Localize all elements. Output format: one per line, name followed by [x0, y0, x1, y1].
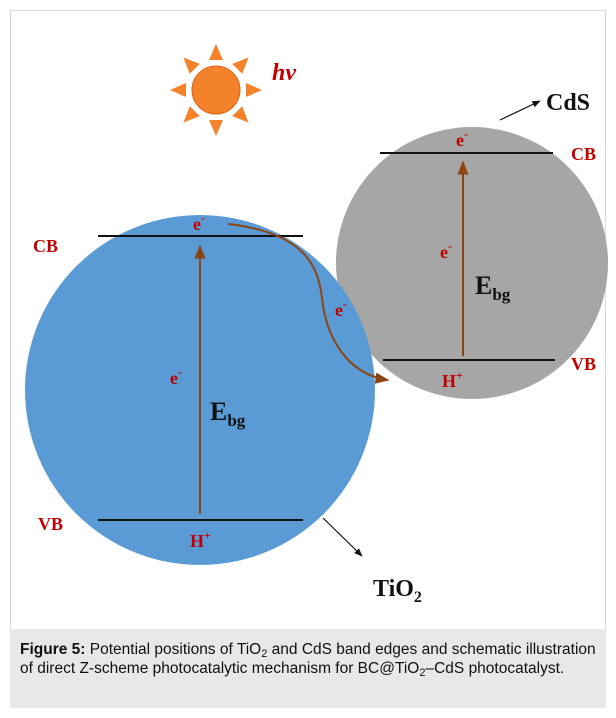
cds-bandgap-label: Ebg [475, 271, 511, 304]
cds-mid-electron: e- [440, 239, 452, 262]
tio2-vb-label: VB [38, 514, 63, 534]
caption-text-1: Potential positions of TiO [85, 641, 262, 658]
cds-cb-label: CB [571, 144, 596, 164]
caption-sub-1: 2 [261, 648, 268, 660]
tio2-mid-electron: e- [170, 365, 182, 388]
tio2-pointer-arrow [322, 517, 363, 557]
tio2-vb-hole: H+ [190, 528, 211, 551]
cds-cb-electron: e- [456, 127, 468, 150]
tio2-cb-label: CB [33, 236, 58, 256]
transfer-electron: e- [335, 297, 347, 320]
band-diagram: hv CB VB CB VB CdS TiO2 e- e- H+ e- Ebg … [25, 44, 608, 606]
tio2-cb-electron: e- [193, 211, 205, 234]
tio2-bandgap-label: Ebg [210, 397, 246, 430]
cds-vb-hole: H+ [442, 368, 463, 391]
cds-pointer-arrow [499, 100, 541, 121]
tio2-name: TiO2 [373, 576, 422, 606]
sun-icon [170, 44, 262, 136]
figure-caption: Figure 5: Potential positions of TiO2 an… [10, 629, 606, 708]
caption-sub-2: 2 [419, 667, 426, 679]
caption-text-2: and CdS band edges and schematic illustr… [20, 641, 596, 677]
cds-name: CdS [546, 90, 590, 116]
caption-text-3: –CdS photocatalyst. [425, 660, 565, 677]
caption-label: Figure 5: [20, 641, 86, 658]
cds-vb-label: VB [571, 354, 596, 374]
light-label: hv [272, 60, 296, 86]
cds-particle [336, 127, 608, 399]
z-scheme-transfer-arrow [227, 223, 390, 384]
